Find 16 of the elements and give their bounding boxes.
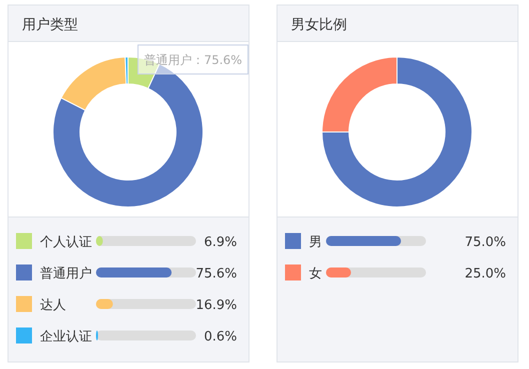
legend-label: 个人认证 (40, 235, 92, 250)
donut-slice (322, 56, 472, 208)
data-label: 75.6% (196, 266, 237, 282)
data-label: 16.9% (196, 298, 237, 313)
legend-label: 普通用户 (40, 266, 92, 282)
legend-label: 企业认证 (40, 330, 92, 344)
chart-title: 男女比例 (291, 17, 347, 33)
text: 普通用户：75.6% (144, 53, 242, 67)
data-label: 0.6% (204, 330, 237, 344)
data-label: 75.0% (464, 235, 506, 250)
legend-label: 男 (309, 235, 322, 250)
data-label: 6.9% (204, 235, 237, 250)
legend-label: 达人 (40, 298, 66, 313)
legend-label: 女 (309, 266, 322, 282)
chart-title: 用户类型 (22, 17, 78, 33)
data-label: 25.0% (464, 266, 506, 282)
